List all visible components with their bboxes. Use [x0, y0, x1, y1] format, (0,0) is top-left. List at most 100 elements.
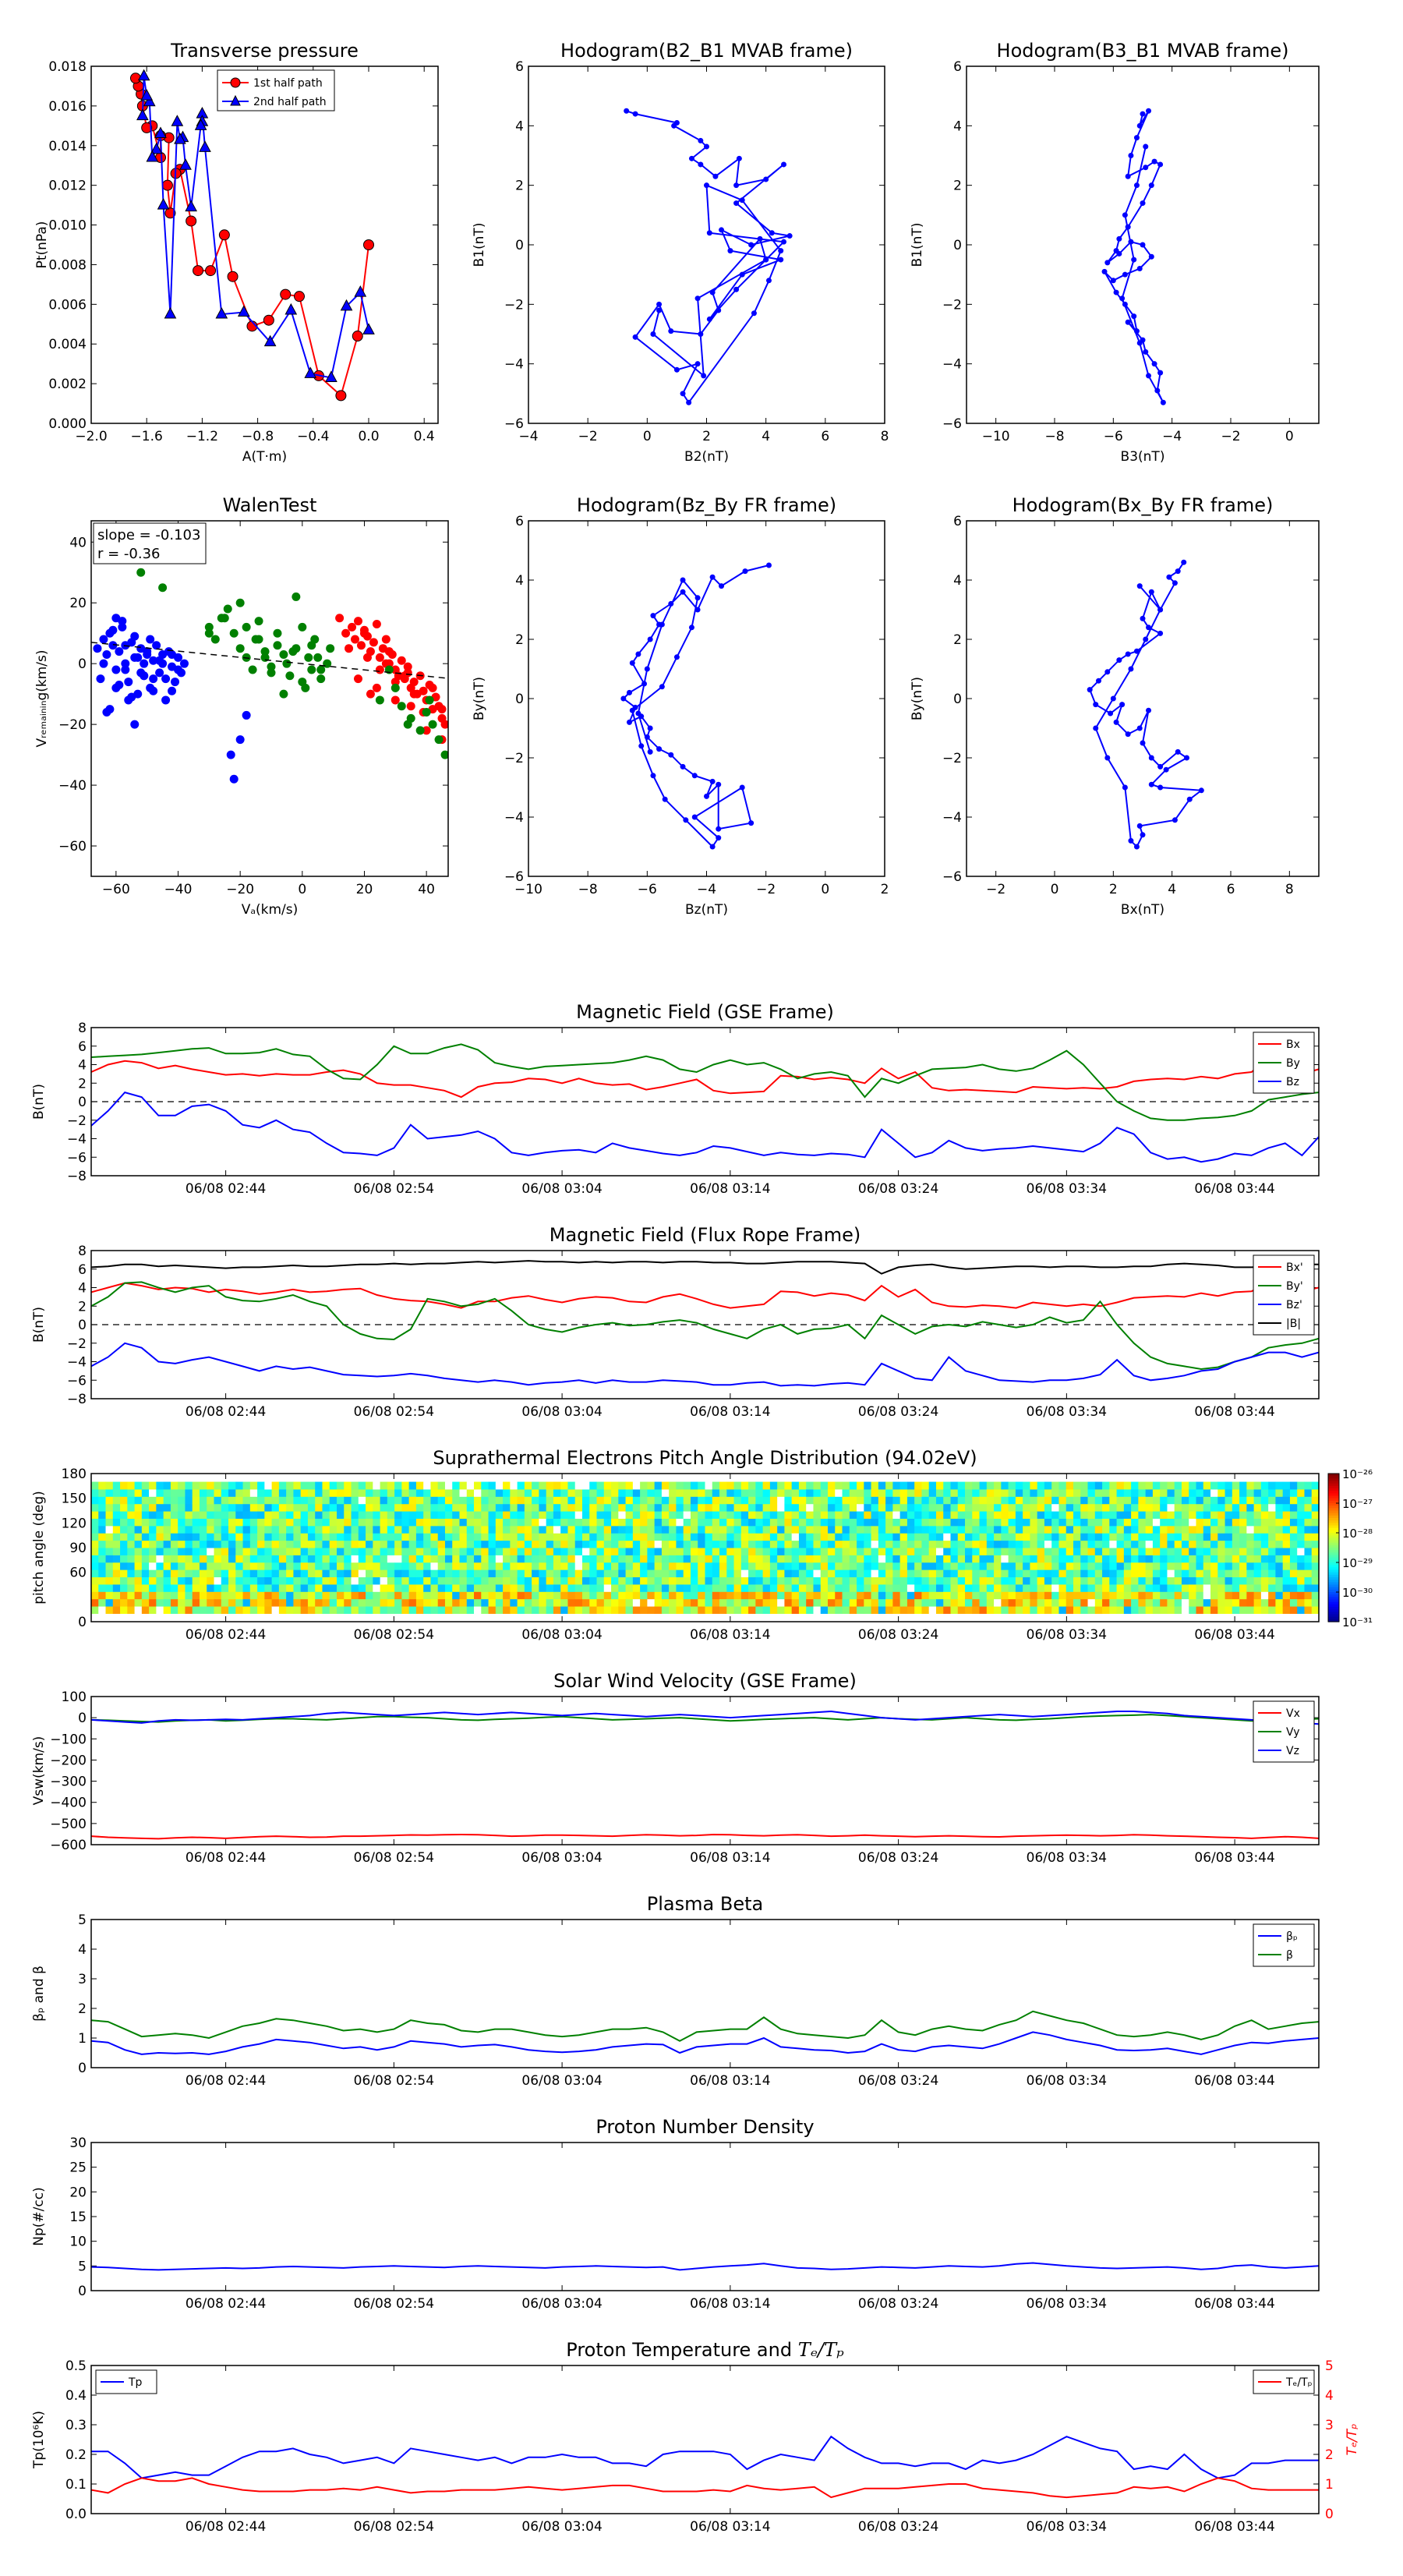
heatmap-cell — [373, 1591, 381, 1600]
heatmap-cell — [849, 1540, 857, 1548]
heatmap-cell — [1246, 1533, 1255, 1541]
heatmap-cell — [488, 1576, 497, 1585]
heatmap-cell — [257, 1598, 265, 1607]
heatmap-cell — [532, 1562, 539, 1570]
heatmap-cell — [906, 1488, 915, 1497]
heatmap-cell — [192, 1598, 200, 1607]
heatmap-cell — [134, 1591, 143, 1600]
heatmap-cell — [553, 1481, 561, 1490]
heatmap-cell — [712, 1488, 720, 1497]
heatmap-cell — [532, 1591, 539, 1600]
heatmap-cell — [1073, 1576, 1081, 1585]
x-tick-label: 8 — [1285, 882, 1294, 897]
heatmap-cell — [560, 1583, 568, 1592]
colorbar-step — [1328, 1493, 1339, 1497]
heatmap-cell — [820, 1606, 829, 1614]
x-tick-label: 0 — [643, 429, 652, 444]
y-tick-label: −4 — [942, 810, 962, 826]
data-point — [263, 334, 277, 347]
heatmap-cell — [293, 1481, 302, 1490]
heatmap-cell — [235, 1525, 244, 1534]
heatmap-cell — [315, 1496, 323, 1505]
heatmap-cell — [257, 1555, 265, 1563]
heatmap-cell — [1044, 1562, 1052, 1570]
heatmap-cell — [828, 1525, 836, 1534]
heatmap-cell — [1080, 1606, 1089, 1614]
heatmap-cell — [1297, 1533, 1305, 1541]
heatmap-cell — [669, 1576, 677, 1585]
heatmap-cell — [553, 1525, 561, 1534]
heatmap-cell — [791, 1481, 800, 1490]
data-point — [194, 119, 207, 130]
heatmap-cell — [871, 1540, 879, 1548]
heatmap-cell — [1030, 1569, 1038, 1578]
heatmap-cell — [842, 1555, 850, 1563]
x-axis-label: Bz(nT) — [685, 902, 728, 918]
walen-point — [102, 649, 111, 659]
heatmap-cell — [1102, 1540, 1110, 1548]
heatmap-cell — [1023, 1562, 1030, 1570]
heatmap-cell — [1102, 1525, 1110, 1534]
heatmap-cell — [632, 1533, 641, 1541]
heatmap-cell — [488, 1503, 497, 1512]
heatmap-cell — [444, 1606, 453, 1614]
hodogram-point — [1133, 648, 1140, 654]
heatmap-cell — [740, 1540, 749, 1548]
heatmap-cell — [300, 1548, 309, 1555]
heatmap-cell — [1246, 1503, 1255, 1512]
heatmap-cell — [1152, 1496, 1161, 1505]
heatmap-cell — [849, 1496, 857, 1505]
heatmap-cell — [1080, 1576, 1089, 1585]
heatmap-cell — [1138, 1562, 1147, 1570]
heatmap-cell — [1167, 1591, 1175, 1600]
heatmap-cell — [603, 1481, 612, 1490]
walen-point — [400, 671, 409, 681]
heatmap-cell — [358, 1555, 366, 1563]
heatmap-cell — [163, 1555, 171, 1563]
hodogram-point — [1136, 583, 1143, 589]
y-tick-label: −20 — [58, 717, 87, 733]
heatmap-cell — [134, 1555, 143, 1563]
heatmap-cell — [1015, 1562, 1023, 1570]
heatmap-cell — [957, 1540, 966, 1548]
x-tick-label: 2 — [1109, 882, 1118, 897]
heatmap-cell — [185, 1555, 193, 1563]
heatmap-cell — [524, 1503, 532, 1512]
heatmap-cell — [192, 1533, 200, 1541]
heatmap-cell — [105, 1555, 114, 1563]
heatmap-cell — [214, 1562, 222, 1570]
heatmap-cell — [401, 1488, 410, 1497]
walen-point — [273, 641, 282, 650]
heatmap-cell — [1217, 1488, 1226, 1497]
heatmap-cell — [994, 1503, 1002, 1512]
heatmap-cell — [849, 1606, 857, 1614]
heatmap-cell — [647, 1555, 656, 1563]
heatmap-cell — [546, 1548, 554, 1555]
heatmap-cell — [539, 1481, 547, 1490]
heatmap-cell — [539, 1569, 547, 1578]
y-tick-label: −6 — [67, 1373, 87, 1389]
heatmap-cell — [127, 1562, 136, 1570]
heatmap-cell — [423, 1503, 431, 1512]
y-tick-label: 5 — [78, 2259, 87, 2274]
heatmap-cell — [524, 1591, 532, 1600]
heatmap-cell — [755, 1569, 764, 1578]
heatmap-cell — [661, 1540, 670, 1548]
y-tick-label: 6 — [953, 514, 962, 529]
heatmap-cell — [1196, 1503, 1204, 1512]
hodogram-point — [757, 235, 763, 242]
heatmap-cell — [437, 1606, 446, 1614]
heatmap-cell — [979, 1511, 988, 1519]
heatmap-cell — [452, 1496, 460, 1505]
heatmap-cell — [1181, 1576, 1189, 1585]
heatmap-cell — [1138, 1598, 1147, 1607]
heatmap-cell — [286, 1606, 294, 1614]
heatmap-cell — [582, 1583, 590, 1592]
heatmap-cell — [141, 1548, 150, 1555]
heatmap-cell — [394, 1496, 402, 1505]
heatmap-cell — [344, 1548, 352, 1555]
heatmap-cell — [517, 1525, 525, 1534]
heatmap-cell — [928, 1569, 937, 1578]
heatmap-cell — [264, 1533, 273, 1541]
plot-frame — [528, 65, 885, 424]
